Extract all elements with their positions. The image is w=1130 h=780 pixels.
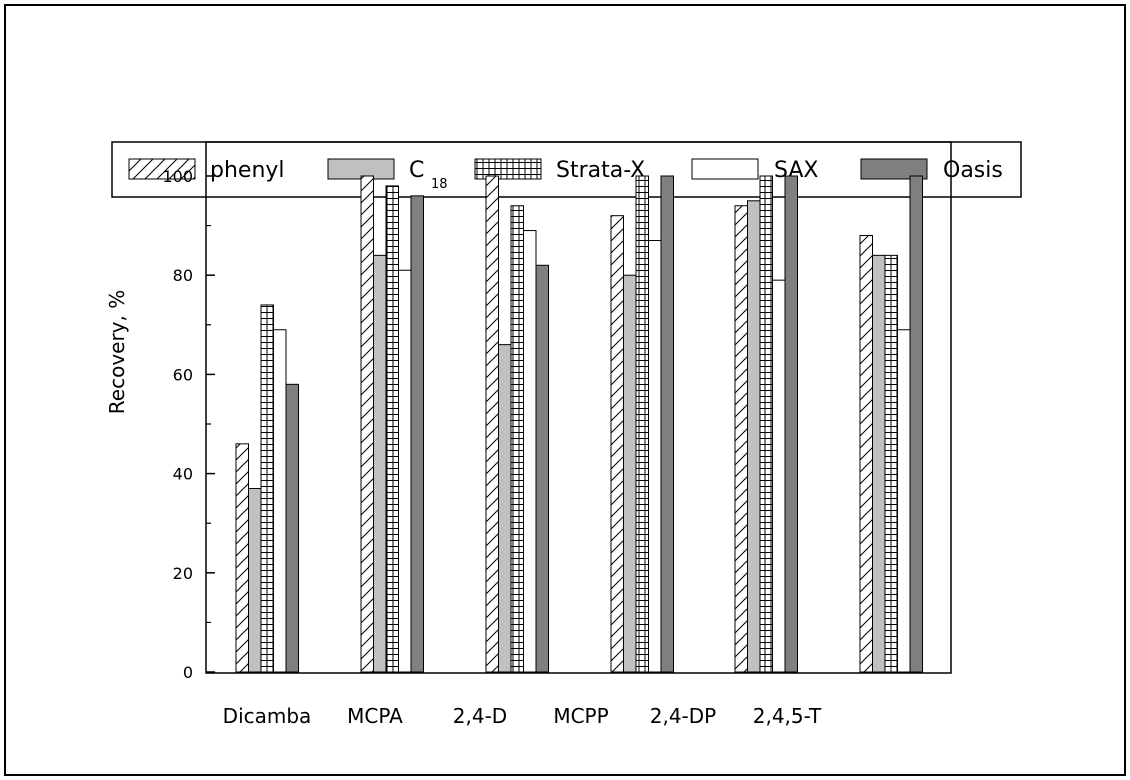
bar-oasis-3	[660, 175, 674, 673]
legend-swatch-strata-x	[474, 158, 542, 180]
figure-frame	[4, 4, 1126, 776]
bar-phenyl-5	[859, 235, 873, 673]
bar-sax-5	[897, 329, 911, 673]
bar-oasis-1	[410, 195, 424, 673]
x-tick-label: 2,4,5-T	[753, 704, 822, 728]
bar-c-5	[872, 254, 886, 673]
legend-swatch-sax	[691, 158, 759, 180]
bar-strata-x-0	[260, 304, 274, 673]
bar-c-4	[747, 200, 761, 673]
x-tick-label: 2,4-DP	[650, 704, 716, 728]
bar-strata-x-3	[635, 175, 649, 673]
y-axis-label: Recovery, %	[105, 290, 129, 414]
bar-c-3	[623, 274, 637, 673]
bar-phenyl-2	[485, 175, 499, 673]
plot-area	[205, 141, 952, 674]
legend-label: Oasis	[943, 158, 1003, 183]
legend-label-subscript: 18	[431, 177, 448, 192]
y-tick-label: 40	[173, 465, 193, 484]
y-tick-label: 20	[173, 564, 193, 583]
bar-c-0	[248, 487, 262, 673]
bar-c-1	[373, 254, 387, 673]
bar-sax-3	[648, 239, 662, 673]
x-tick-label: MCPP	[553, 704, 608, 728]
x-tick-label: MCPA	[347, 704, 403, 728]
bar-oasis-5	[909, 175, 923, 673]
bar-oasis-2	[535, 264, 549, 673]
bar-phenyl-0	[235, 443, 249, 673]
legend-swatch-phenyl	[128, 158, 196, 180]
bars-layer	[235, 175, 923, 673]
x-axis: Dicamba MCPA 2,4-D MCPP 2,4-DP 2,4,5-T	[223, 704, 822, 728]
bar-strata-x-5	[884, 254, 898, 673]
legend-label: Strata-X	[556, 158, 645, 183]
bar-c-2	[498, 344, 512, 673]
bar-oasis-4	[784, 175, 798, 673]
bar-strata-x-1	[385, 185, 399, 673]
y-tick-label: 80	[173, 266, 193, 285]
bar-sax-2	[523, 230, 537, 673]
bar-phenyl-3	[610, 215, 624, 673]
bar-phenyl-4	[734, 205, 748, 673]
legend-swatch-oasis	[860, 158, 928, 180]
legend-label: C	[409, 158, 424, 183]
bar-oasis-0	[285, 383, 299, 673]
bar-strata-x-4	[759, 175, 773, 673]
y-tick-label: 100	[162, 167, 193, 186]
bar-sax-0	[273, 329, 287, 673]
bar-phenyl-1	[360, 175, 374, 673]
bar-strata-x-2	[510, 205, 524, 673]
bar-sax-1	[398, 269, 412, 673]
y-tick-label: 60	[173, 365, 193, 384]
x-tick-label: 2,4-D	[453, 704, 507, 728]
x-tick-label: Dicamba	[223, 704, 312, 728]
y-axis: 0 20 40 60 80 100	[162, 167, 215, 682]
bar-sax-4	[772, 279, 786, 673]
legend-label: phenyl	[210, 158, 285, 183]
y-tick-label: 0	[183, 663, 193, 682]
